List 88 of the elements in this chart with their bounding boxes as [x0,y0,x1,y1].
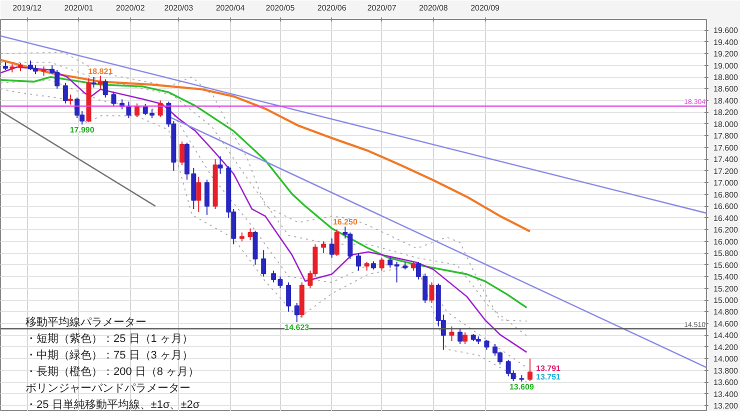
x-tick-label: 2020/01 [64,4,94,12]
x-tick-label: 2020/09 [470,4,500,12]
y-tick-label: 19.200 [714,50,739,59]
candlestick [321,240,326,254]
candlestick [204,179,210,216]
annotation: 16.250 [332,218,358,227]
candlestick [98,75,103,90]
candlestick [356,252,361,272]
y-tick-label: 19.000 [714,61,739,70]
candlestick [329,238,334,258]
x-tick-label: 2020/05 [266,4,296,12]
candlestick [458,328,463,345]
x-tick-label: 2019/12 [12,4,42,12]
annotation: 14.623 [284,323,310,332]
y-tick-label: 18.200 [714,108,739,118]
x-tick-label: 2020/06 [317,4,347,12]
y-tick-label: 16.400 [714,214,739,223]
candlestick [416,261,421,280]
annotation: ・長期（橙色）：200 日（8 ヶ月） [26,366,200,378]
x-tick-label: 2020/02 [116,4,146,12]
y-tick-label: 13.800 [714,366,739,376]
candlestick [41,66,46,76]
y-tick-label: 14.800 [714,308,739,317]
y-tick-label: 17.200 [714,166,739,176]
candlestick [102,78,108,98]
candlestick [196,176,202,212]
candlestick [422,273,428,304]
y-tick-label: 16.800 [714,190,739,200]
y-tick-label: 18.000 [714,120,739,129]
line-series [0,58,532,232]
y-tick-label: 14.600 [714,319,739,328]
x-tick-label: 2020/07 [367,4,397,12]
annotation: ・中期（緑色）：75 日（3 ヶ月） [26,348,193,362]
annotation: ボリンジャーバンドパラメーター [26,382,190,394]
annotation: 13.791 [536,364,562,373]
candlestick [111,91,116,107]
annotation: 移動平均線パラメーター [26,316,146,328]
y-tick-label: 14.000 [714,354,739,364]
annotation: 13.751 [536,372,562,382]
candlestick [484,339,490,350]
candlestick [449,326,454,342]
candlestick [91,76,96,88]
y-tick-label: 17.400 [714,155,739,164]
candlestick [429,282,434,304]
y-tick-label: 19.400 [714,38,739,47]
y-tick-label: 16.000 [714,237,739,246]
candlestick [62,82,68,104]
y-tick-label: 14.400 [714,331,739,340]
y-tick-label: 16.600 [714,202,739,212]
candlestick [379,257,384,272]
y-tick-label: 19.600 [714,26,739,36]
y-tick-label: 13.600 [714,378,739,388]
x-tick-label: 2020/08 [418,4,448,12]
annotation: 13.609 [509,382,534,392]
y-tick-label: 15.000 [714,296,739,306]
candlestick [261,250,266,278]
y-tick-label: 18.800 [714,73,739,82]
candlestick [388,256,393,268]
y-tick-label: 15.400 [714,272,739,282]
candlestick [410,260,416,272]
candlestick [294,302,300,323]
annotation: ・短期（紫色）：25 日（1 ヶ月） [26,332,193,345]
y-tick-label: 17.800 [714,132,739,141]
y-tick-label: 13.200 [714,402,739,411]
candlestick [462,332,468,345]
candlestick [179,141,184,166]
y-tick-label: 15.800 [714,249,739,258]
candlestick [528,358,532,382]
y-tick-label: 18.400 [714,96,739,106]
y-tick-label: 14.200 [714,342,739,352]
annotation: 17.990 [70,126,95,135]
x-tick-label: 2020/04 [216,4,246,12]
candlestick [334,229,340,256]
x-tick-label: 2020/03 [164,4,194,12]
candlestick [286,282,292,312]
y-tick-label: 17.000 [714,178,739,188]
y-tick-label: 16.200 [714,226,739,235]
y-tick-label: 15.600 [714,260,739,270]
y-tick-label: 18.600 [714,84,739,94]
y-tick-label: 17.600 [714,143,739,152]
candlestick [218,156,223,174]
y-tick-label: 13.400 [714,390,739,399]
y-tick-label: 15.200 [714,284,739,294]
candlestick [68,94,73,106]
annotation: 18.821 [88,66,114,76]
candlestick [394,261,400,283]
annotation: ・25 日単純移動平均線、±1σ、±2σ [26,399,200,411]
candlestick [248,228,253,241]
